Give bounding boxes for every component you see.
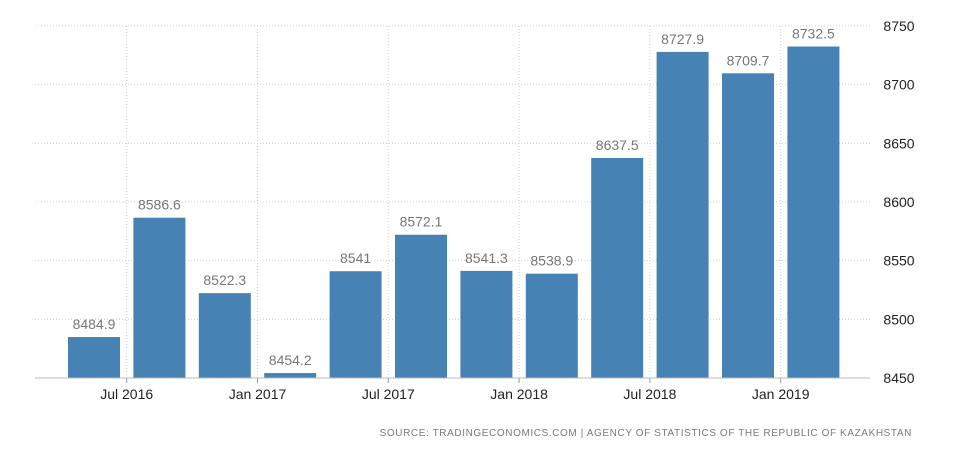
value-labels: 8484.9 8586.6 8522.3 8454.2 8541 8572.1 8541.3…: [73, 26, 835, 369]
x-tick-label: Jul 2017: [362, 386, 415, 402]
y-tick-label: 8600: [883, 194, 914, 210]
source-note: SOURCE: TRADINGECONOMICS.COM | AGENCY OF…: [379, 428, 912, 439]
bar: [460, 270, 513, 378]
bar: [656, 51, 709, 379]
data-label: 8484.9: [73, 316, 116, 332]
grid-lines: [35, 25, 870, 378]
y-tick-label: 8750: [883, 18, 914, 34]
x-tick-label: Jan 2019: [752, 386, 810, 402]
x-axis: Jul 2016 Jan 2017 Jul 2017 Jan 2018 Jul 2018…: [35, 377, 870, 402]
y-tick-label: 8650: [883, 135, 914, 151]
bar: [525, 273, 578, 378]
y-tick-label: 8700: [883, 77, 914, 93]
bar-chart: 8484.9 8586.6 8522.3 8454.2 8541 8572.1 8541.3…: [35, 18, 915, 402]
bar: [133, 217, 186, 378]
data-label: 8727.9: [661, 31, 704, 47]
y-tick-label: 8550: [883, 253, 914, 269]
bar: [198, 293, 251, 378]
bar: [787, 46, 840, 379]
x-tick-label: Jul 2016: [100, 386, 153, 402]
x-tick-label: Jan 2017: [229, 386, 287, 402]
data-label: 8541: [340, 250, 371, 266]
data-label: 8709.7: [727, 52, 770, 68]
data-label: 8732.5: [792, 26, 835, 42]
x-tick-label: Jan 2018: [490, 386, 548, 402]
data-label: 8572.1: [400, 214, 443, 230]
data-label: 8522.3: [203, 272, 246, 288]
bar: [264, 373, 317, 378]
bar: [329, 271, 382, 378]
bar: [591, 158, 644, 378]
y-tick-label: 8450: [883, 370, 914, 386]
data-label: 8454.2: [269, 352, 312, 368]
data-label: 8637.5: [596, 137, 639, 153]
data-label: 8538.9: [530, 253, 573, 269]
x-tick-label: Jul 2018: [623, 386, 676, 402]
bars: [68, 46, 840, 379]
data-label: 8586.6: [138, 197, 181, 213]
bar: [395, 234, 447, 378]
bar: [68, 337, 120, 378]
y-tick-label: 8500: [883, 311, 914, 327]
bar: [722, 73, 774, 378]
data-label: 8541.3: [465, 250, 508, 266]
y-axis: 8450 8500 8550 8600 8650 8700 8750: [883, 18, 914, 386]
